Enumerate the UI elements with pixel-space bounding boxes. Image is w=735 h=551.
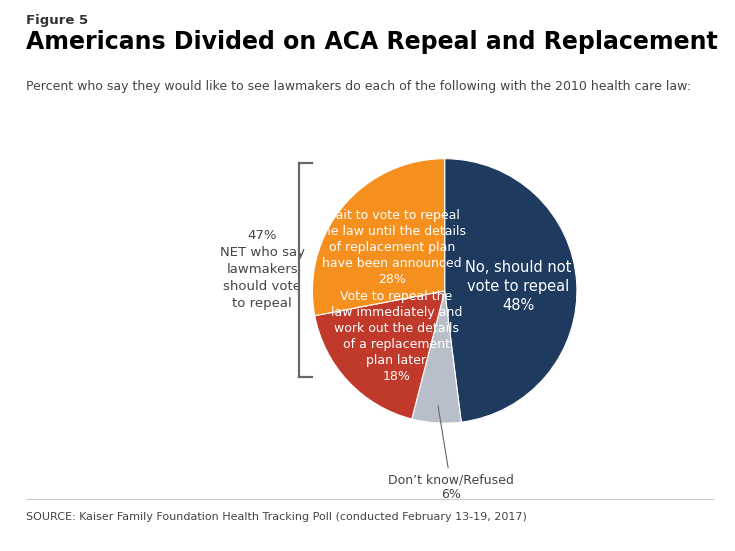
Text: Wait to vote to repeal
the law until the details
of replacement plan
have been a: Wait to vote to repeal the law until the… [318,209,466,285]
Text: FOUNDATION: FOUNDATION [647,537,684,542]
Point [295,374,304,380]
Wedge shape [315,291,445,419]
Point [295,374,304,380]
Point [308,159,317,166]
Text: Percent who say they would like to see lawmakers do each of the following with t: Percent who say they would like to see l… [26,80,691,93]
Text: Americans Divided on ACA Repeal and Replacement: Americans Divided on ACA Repeal and Repl… [26,30,717,55]
Text: SOURCE: Kaiser Family Foundation Health Tracking Poll (conducted February 13-19,: SOURCE: Kaiser Family Foundation Health … [26,512,526,522]
Text: Don’t know/Refused
6%: Don’t know/Refused 6% [388,406,514,501]
Text: 47%
NET who say
lawmakers
should vote
to repeal: 47% NET who say lawmakers should vote to… [220,229,305,310]
Point [308,374,317,380]
Text: THE HENRY J.: THE HENRY J. [648,498,683,503]
Text: Figure 5: Figure 5 [26,14,88,27]
Point [295,159,304,166]
Wedge shape [312,159,445,316]
Wedge shape [445,159,577,422]
Point [295,159,304,166]
Text: KAISER: KAISER [639,510,691,523]
Text: FAMILY: FAMILY [641,523,689,537]
Wedge shape [412,291,462,423]
Text: No, should not
vote to repeal
48%: No, should not vote to repeal 48% [465,260,572,313]
Text: Vote to repeal the
law immediately and
work out the details
of a replacement
pla: Vote to repeal the law immediately and w… [331,290,462,383]
